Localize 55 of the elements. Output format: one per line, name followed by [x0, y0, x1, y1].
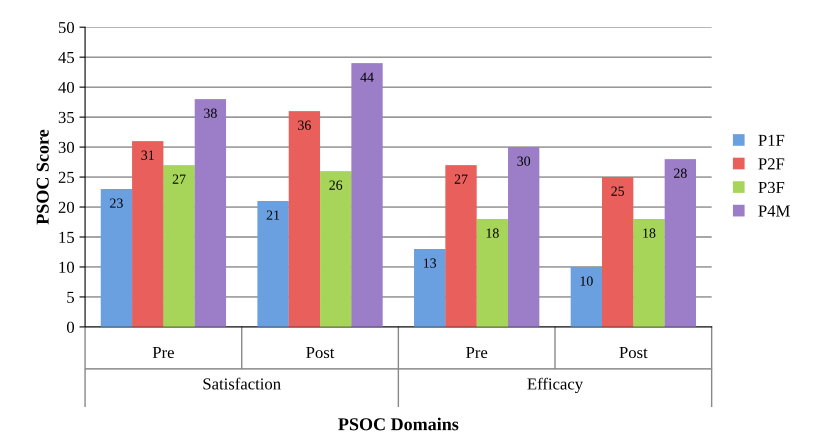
data-label: 27	[172, 174, 186, 184]
x-tick-label: Pre	[152, 347, 174, 358]
bar	[351, 63, 383, 327]
data-label: 36	[298, 120, 311, 130]
y-tick-label: 0	[66, 322, 74, 333]
y-tick-label: 20	[58, 202, 74, 213]
legend-label: P3F	[758, 182, 784, 194]
y-tick-label: 10	[59, 262, 74, 273]
bar	[132, 141, 164, 327]
data-label: 27	[454, 174, 468, 184]
y-tick-label: 15	[59, 232, 74, 243]
data-label: 10	[580, 276, 593, 286]
y-tick-label: 30	[58, 142, 74, 154]
legend-label: P2F	[758, 158, 784, 170]
y-tick-label: 45	[58, 52, 74, 64]
y-tick-label: 40	[58, 82, 74, 94]
data-label: 25	[611, 186, 624, 196]
data-label: 44	[360, 72, 374, 82]
bar	[320, 171, 352, 327]
bar	[257, 201, 289, 327]
text: Satisfaction	[203, 378, 281, 390]
x-tick-label: Post	[306, 347, 334, 358]
data-label: 28	[674, 168, 687, 178]
data-label: 18	[486, 228, 499, 238]
bar	[194, 99, 226, 327]
data-label: 30	[517, 156, 530, 166]
bar	[633, 219, 665, 327]
y-tick-label: 25	[58, 172, 74, 184]
x-tick-label: Post	[619, 347, 648, 358]
bar	[664, 159, 696, 327]
data-label: 23	[110, 198, 123, 208]
y-axis-title: PSOC Score	[36, 130, 49, 224]
y-tick-label: 50	[58, 22, 74, 34]
data-label: 13	[424, 258, 436, 268]
data-label: 21	[266, 210, 280, 220]
x-axis-title: PSOC Domains	[338, 418, 458, 430]
y-tick-label: 5	[67, 292, 74, 303]
bar	[288, 111, 320, 327]
bar	[163, 165, 195, 327]
text: Efficacy	[527, 378, 584, 394]
bar	[100, 189, 132, 327]
data-label: 18	[643, 228, 656, 238]
data-label: 31	[141, 150, 154, 160]
y-tick-label: 35	[58, 112, 74, 124]
legend-label: P4M	[758, 205, 790, 216]
bar	[570, 266, 602, 327]
bar	[602, 177, 634, 327]
legend-label: P1F	[758, 134, 784, 146]
bar	[445, 165, 477, 327]
x-tick-label: Pre	[466, 347, 488, 358]
data-label: 38	[204, 108, 217, 118]
bar	[508, 147, 540, 327]
bar	[414, 248, 446, 327]
data-label: 26	[329, 180, 342, 190]
bar	[476, 219, 508, 327]
